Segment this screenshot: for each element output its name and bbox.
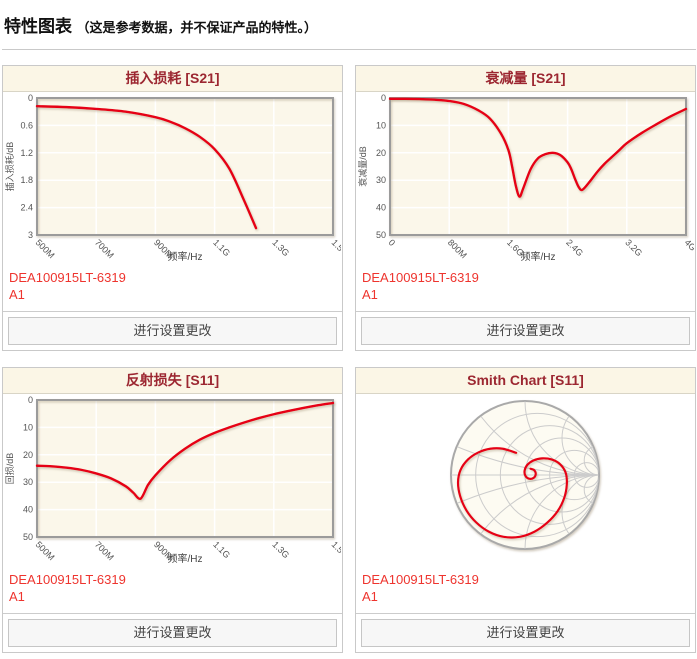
part-number-link[interactable]: DEA100915LT-6319 xyxy=(9,572,126,587)
part-number-block: DEA100915LT-6319 A1 xyxy=(356,565,695,613)
return-loss-chart: 0 10 20 30 40 50 500M 700M 900M 1.1G 1.3G 1.5G 回损/dB… xyxy=(3,394,342,565)
part-number-link[interactable]: DEA100915LT-6319 xyxy=(362,270,479,285)
change-settings-button[interactable]: 进行设置更改 xyxy=(8,317,337,345)
part-number-link[interactable]: DEA100915LT-6319 xyxy=(362,572,479,587)
svg-text:20: 20 xyxy=(23,450,33,460)
svg-text:30: 30 xyxy=(23,477,33,487)
svg-text:2.4G: 2.4G xyxy=(564,237,585,258)
button-row: 进行设置更改 xyxy=(356,311,695,350)
svg-text:3.2G: 3.2G xyxy=(623,237,644,258)
svg-text:衰减量/dB: 衰减量/dB xyxy=(357,146,368,187)
panel-title-attenuation: 衰减量 [S21] xyxy=(356,66,695,92)
panel-attenuation: 衰减量 [S21] 0 10 20 30 40 50 0 800M 1.6G 2.4G 3.2G 4G… xyxy=(355,65,696,351)
change-settings-button[interactable]: 进行设置更改 xyxy=(8,619,337,647)
svg-text:0: 0 xyxy=(381,93,386,103)
svg-text:1.2: 1.2 xyxy=(20,148,33,158)
svg-text:10: 10 xyxy=(23,422,33,432)
svg-text:30: 30 xyxy=(376,175,386,185)
panel-smith-chart: Smith Chart [S11] DEA100915LT-6319 A1 进行… xyxy=(355,367,696,653)
svg-text:500M: 500M xyxy=(34,539,57,562)
svg-text:40: 40 xyxy=(376,203,386,213)
svg-text:频率/Hz: 频率/Hz xyxy=(521,250,556,263)
svg-text:800M: 800M xyxy=(446,237,469,260)
button-row: 进行设置更改 xyxy=(3,311,342,350)
page-header: 特性图表 （这是参考数据，并不保证产品的特性。） xyxy=(2,8,696,50)
panel-return-loss: 反射损失 [S11] 0 10 20 30 40 50 500M 700M 900M 1.1G 1.… xyxy=(2,367,343,653)
page-subtitle: （这是参考数据，并不保证产品的特性。） xyxy=(76,20,317,35)
panel-title-insertion-loss: 插入损耗 [S21] xyxy=(3,66,342,92)
panel-title-smith-chart: Smith Chart [S11] xyxy=(356,368,695,394)
panel-title-return-loss: 反射损失 [S11] xyxy=(3,368,342,394)
part-number-link[interactable]: DEA100915LT-6319 xyxy=(9,270,126,285)
part-grade: A1 xyxy=(9,287,25,302)
button-row: 进行设置更改 xyxy=(3,613,342,652)
part-number-block: DEA100915LT-6319 A1 xyxy=(356,263,695,311)
svg-text:0.6: 0.6 xyxy=(20,120,33,130)
svg-text:0: 0 xyxy=(28,93,33,103)
svg-text:1.1G: 1.1G xyxy=(211,539,232,560)
svg-text:2.4: 2.4 xyxy=(20,203,33,213)
svg-text:1.5G: 1.5G xyxy=(330,237,341,258)
button-row: 进行设置更改 xyxy=(356,613,695,652)
svg-text:50: 50 xyxy=(23,532,33,542)
svg-text:1.3G: 1.3G xyxy=(270,539,291,560)
svg-text:0: 0 xyxy=(387,237,398,248)
smith-chart-canvas xyxy=(450,400,600,550)
svg-text:4G: 4G xyxy=(683,237,694,253)
svg-text:频率/Hz: 频率/Hz xyxy=(168,250,203,263)
svg-text:700M: 700M xyxy=(93,237,116,260)
chart-grid: 插入损耗 [S21] 0 0.6 1.2 1.8 2.4 3 500M 700M 900M 1.1… xyxy=(2,65,696,653)
change-settings-button[interactable]: 进行设置更改 xyxy=(361,619,690,647)
attenuation-chart: 0 10 20 30 40 50 0 800M 1.6G 2.4G 3.2G 4G 衰减量/dB 频率/H… xyxy=(356,92,695,263)
part-number-block: DEA100915LT-6319 A1 xyxy=(3,565,342,613)
change-settings-button[interactable]: 进行设置更改 xyxy=(361,317,690,345)
svg-text:1.8: 1.8 xyxy=(20,175,33,185)
panel-insertion-loss: 插入损耗 [S21] 0 0.6 1.2 1.8 2.4 3 500M 700M 900M 1.1… xyxy=(2,65,343,351)
part-grade: A1 xyxy=(9,589,25,604)
part-number-block: DEA100915LT-6319 A1 xyxy=(3,263,342,311)
svg-text:回损/dB: 回损/dB xyxy=(4,453,15,485)
part-grade: A1 xyxy=(362,589,378,604)
svg-text:40: 40 xyxy=(23,505,33,515)
svg-text:频率/Hz: 频率/Hz xyxy=(168,552,203,565)
part-grade: A1 xyxy=(362,287,378,302)
insertion-loss-chart: 0 0.6 1.2 1.8 2.4 3 500M 700M 900M 1.1G 1.3G 1.5G 插入… xyxy=(3,92,342,263)
page-title: 特性图表 xyxy=(4,17,72,36)
svg-text:50: 50 xyxy=(376,230,386,240)
svg-text:500M: 500M xyxy=(34,237,57,260)
svg-text:1.5G: 1.5G xyxy=(330,539,341,560)
svg-text:20: 20 xyxy=(376,148,386,158)
svg-text:0: 0 xyxy=(28,395,33,405)
svg-text:10: 10 xyxy=(376,120,386,130)
svg-text:1.1G: 1.1G xyxy=(211,237,232,258)
svg-text:1.3G: 1.3G xyxy=(270,237,291,258)
svg-text:3: 3 xyxy=(28,230,33,240)
svg-text:插入损耗/dB: 插入损耗/dB xyxy=(4,142,15,192)
smith-chart xyxy=(356,394,695,565)
svg-text:700M: 700M xyxy=(93,539,116,562)
